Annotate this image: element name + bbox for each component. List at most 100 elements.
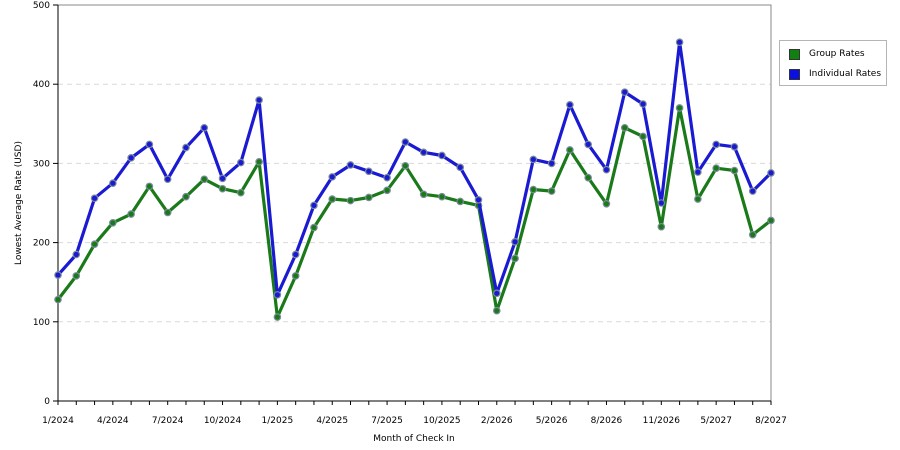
data-point-group-rates bbox=[547, 187, 556, 195]
legend: Group Rates Individual Rates bbox=[779, 40, 887, 86]
x-tick-label: 8/2027 bbox=[755, 416, 787, 426]
x-tick-label: 5/2027 bbox=[700, 416, 732, 426]
data-point-group-rates bbox=[109, 219, 117, 227]
data-point-group-rates bbox=[383, 186, 391, 195]
data-point-group-rates bbox=[255, 158, 263, 166]
x-tick-label: 1/2025 bbox=[262, 416, 294, 426]
data-point-individual-rates bbox=[109, 179, 117, 188]
y-tick-label: 500 bbox=[33, 1, 50, 11]
data-point-group-rates bbox=[419, 190, 428, 199]
data-point-group-rates bbox=[346, 196, 355, 205]
legend-label-individual-rates: Individual Rates bbox=[809, 69, 882, 79]
x-tick-label: 2/2026 bbox=[481, 416, 513, 426]
data-point-individual-rates bbox=[237, 158, 245, 167]
data-point-individual-rates bbox=[438, 151, 446, 160]
data-point-individual-rates bbox=[218, 174, 227, 183]
data-point-group-rates bbox=[218, 184, 227, 193]
data-point-individual-rates bbox=[72, 250, 81, 259]
y-tick-label: 100 bbox=[33, 318, 50, 328]
data-point-individual-rates bbox=[639, 100, 647, 108]
data-point-group-rates bbox=[492, 306, 501, 315]
data-point-group-rates bbox=[584, 173, 592, 182]
data-point-individual-rates bbox=[529, 155, 538, 164]
data-point-individual-rates bbox=[675, 38, 684, 47]
data-point-group-rates bbox=[291, 272, 300, 280]
x-tick-label: 4/2024 bbox=[97, 416, 129, 426]
data-point-group-rates bbox=[127, 210, 135, 218]
x-tick-label: 10/2024 bbox=[204, 416, 242, 426]
data-point-individual-rates bbox=[90, 194, 99, 203]
legend-item-group-rates[interactable]: Group Rates bbox=[789, 48, 865, 60]
data-point-group-rates bbox=[328, 195, 337, 203]
data-point-group-rates bbox=[529, 185, 538, 194]
data-point-individual-rates bbox=[127, 154, 135, 162]
legend-swatch-group-rates bbox=[789, 48, 800, 60]
data-point-individual-rates bbox=[255, 96, 263, 104]
y-tick-label: 400 bbox=[33, 80, 50, 90]
data-point-individual-rates bbox=[54, 271, 62, 279]
x-tick-label: 8/2026 bbox=[591, 416, 623, 426]
axis-labels: Lowest Average Rate (USD) Month of Check… bbox=[14, 141, 455, 444]
data-point-group-rates bbox=[694, 195, 702, 203]
data-point-individual-rates bbox=[566, 100, 574, 109]
legend-item-individual-rates[interactable]: Individual Rates bbox=[789, 68, 881, 80]
x-tick-label: 4/2025 bbox=[316, 416, 348, 426]
data-point-group-rates bbox=[310, 223, 318, 232]
data-point-group-rates bbox=[438, 192, 446, 201]
x-axis-title: Month of Check In bbox=[373, 434, 455, 444]
data-point-group-rates bbox=[237, 188, 245, 197]
data-point-individual-rates bbox=[182, 143, 190, 152]
data-point-individual-rates bbox=[383, 173, 391, 182]
y-tick-label: 200 bbox=[33, 239, 50, 249]
legend-label-group-rates: Group Rates bbox=[809, 49, 865, 59]
data-point-group-rates bbox=[657, 222, 666, 231]
data-point-individual-rates bbox=[712, 140, 720, 149]
series-line-individual-rates bbox=[56, 40, 773, 297]
data-point-group-rates bbox=[273, 313, 282, 321]
y-tick-label: 0 bbox=[44, 397, 50, 407]
data-point-individual-rates bbox=[492, 289, 501, 298]
data-point-group-rates bbox=[401, 161, 410, 170]
data-point-group-rates bbox=[602, 199, 611, 208]
data-point-individual-rates bbox=[145, 140, 154, 149]
x-tick-label: 7/2025 bbox=[371, 416, 403, 426]
series-layer bbox=[54, 38, 775, 321]
data-point-individual-rates bbox=[620, 88, 629, 96]
axes: 0 100 200 300 400 500 1/2024 4/2024 7/2024 10/202… bbox=[33, 1, 787, 426]
y-tick-label: 300 bbox=[33, 159, 50, 169]
data-point-group-rates bbox=[163, 208, 172, 217]
data-point-individual-rates bbox=[200, 123, 209, 132]
data-point-individual-rates bbox=[310, 201, 318, 210]
data-point-individual-rates bbox=[328, 173, 337, 181]
data-point-individual-rates bbox=[456, 163, 465, 172]
legend-swatch-individual-rates bbox=[789, 68, 800, 80]
data-point-individual-rates bbox=[163, 175, 172, 184]
data-point-individual-rates bbox=[511, 238, 519, 246]
data-point-group-rates bbox=[566, 146, 574, 154]
data-point-group-rates bbox=[72, 272, 81, 280]
data-point-group-rates bbox=[54, 295, 62, 304]
data-point-individual-rates bbox=[602, 165, 611, 174]
data-point-individual-rates bbox=[291, 250, 300, 259]
data-point-group-rates bbox=[712, 164, 720, 172]
data-point-individual-rates bbox=[419, 148, 428, 157]
data-point-group-rates bbox=[182, 192, 190, 201]
data-point-individual-rates bbox=[364, 167, 373, 176]
x-tick-label: 11/2026 bbox=[643, 416, 681, 426]
data-point-group-rates bbox=[90, 240, 99, 248]
data-point-individual-rates bbox=[584, 140, 592, 149]
data-point-group-rates bbox=[767, 216, 775, 225]
data-point-individual-rates bbox=[730, 142, 739, 151]
data-point-group-rates bbox=[620, 123, 629, 132]
data-point-individual-rates bbox=[767, 169, 775, 177]
data-point-group-rates bbox=[364, 193, 373, 202]
data-point-individual-rates bbox=[694, 168, 702, 176]
series-line-group-rates bbox=[56, 106, 773, 319]
data-point-group-rates bbox=[511, 254, 519, 263]
data-point-individual-rates bbox=[474, 196, 483, 204]
x-tick-label: 10/2025 bbox=[423, 416, 460, 426]
data-point-group-rates bbox=[456, 197, 465, 206]
data-point-group-rates bbox=[145, 182, 154, 191]
data-point-group-rates bbox=[748, 230, 757, 239]
